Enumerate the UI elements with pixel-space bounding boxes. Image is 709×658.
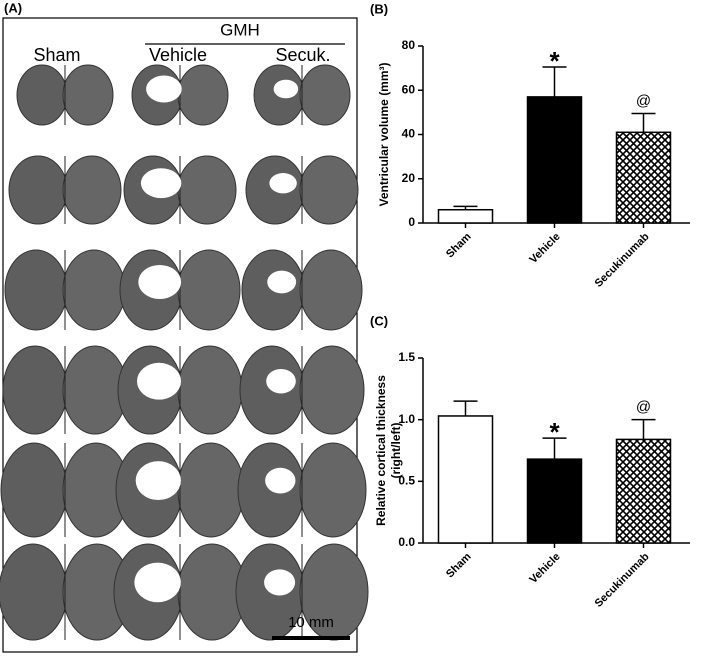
panel-label: (C) — [370, 313, 388, 328]
y-tick-label: 80 — [402, 38, 416, 52]
panel-label: (B) — [370, 1, 388, 16]
column-label: Vehicle — [149, 45, 207, 65]
brain-hemisphere — [299, 442, 367, 538]
scale-bar-label: 10 mm — [288, 614, 334, 631]
ventricle — [267, 270, 297, 294]
panel-frame — [2, 17, 358, 653]
brain-hemisphere — [4, 249, 68, 331]
brain-hemisphere — [0, 442, 68, 538]
brain-hemisphere — [16, 64, 68, 126]
column-label: Secuk. — [275, 45, 330, 65]
brain-hemisphere — [299, 345, 365, 435]
brain-hemisphere — [177, 155, 237, 225]
x-tick-label: Sham — [444, 231, 474, 261]
significance-mark: @ — [636, 399, 651, 416]
ventricle — [264, 569, 296, 596]
brain-hemisphere — [62, 345, 128, 435]
ventricle — [140, 168, 182, 199]
x-tick-label: Secukinumab — [593, 230, 652, 289]
brain-hemisphere — [8, 155, 68, 225]
group-label: GMH — [220, 20, 260, 39]
brain-hemisphere — [299, 64, 351, 126]
ventricle — [134, 562, 181, 603]
y-tick-label: 0.0 — [398, 535, 415, 549]
x-tick-label: Vehicle — [527, 231, 562, 266]
significance-mark: @ — [636, 92, 651, 109]
x-tick-label: Vehicle — [527, 551, 562, 586]
brain-hemisphere — [0, 543, 68, 641]
ventricle — [138, 265, 182, 299]
y-tick-label: 20 — [402, 171, 416, 185]
bar — [615, 438, 672, 544]
brain-hemisphere — [299, 249, 363, 331]
y-tick-label: 40 — [402, 127, 416, 141]
x-tick-label: Secukinumab — [593, 550, 652, 609]
y-tick-label: 60 — [402, 82, 416, 96]
ventricle — [137, 362, 181, 400]
panel-label: (A) — [4, 0, 22, 15]
significance-mark: * — [549, 46, 560, 76]
x-tick-label: Sham — [444, 551, 474, 581]
bar — [437, 415, 494, 544]
ventricle — [146, 75, 182, 103]
y-axis-label: (right/left) — [389, 423, 403, 479]
brain-hemisphere — [177, 442, 245, 538]
brain-hemisphere — [62, 249, 126, 331]
brain-hemisphere — [177, 64, 229, 126]
y-tick-label: 1.5 — [398, 350, 415, 364]
ventricle — [265, 467, 296, 494]
y-axis-label: Relative cortical thickness — [374, 375, 388, 526]
y-axis-label: Ventricular volume (mm³) — [377, 62, 391, 206]
column-label: Sham — [33, 45, 80, 65]
brain-hemisphere — [177, 345, 243, 435]
bar — [437, 208, 494, 224]
bar — [526, 96, 583, 224]
ventricle — [266, 368, 296, 394]
brain-sections — [0, 64, 369, 641]
brain-hemisphere — [62, 155, 122, 225]
ventricle — [273, 79, 299, 99]
y-tick-label: 0 — [408, 215, 415, 229]
significance-mark: * — [549, 417, 560, 447]
y-tick-label: 0.5 — [398, 474, 415, 488]
ventricle — [135, 461, 181, 501]
brain-hemisphere — [2, 345, 68, 435]
brain-hemisphere — [299, 155, 359, 225]
ventricle — [269, 173, 297, 194]
brain-hemisphere — [62, 64, 114, 126]
brain-hemisphere — [177, 249, 241, 331]
bar — [615, 131, 672, 224]
y-tick-label: 1.0 — [398, 412, 415, 426]
bar — [526, 458, 583, 544]
